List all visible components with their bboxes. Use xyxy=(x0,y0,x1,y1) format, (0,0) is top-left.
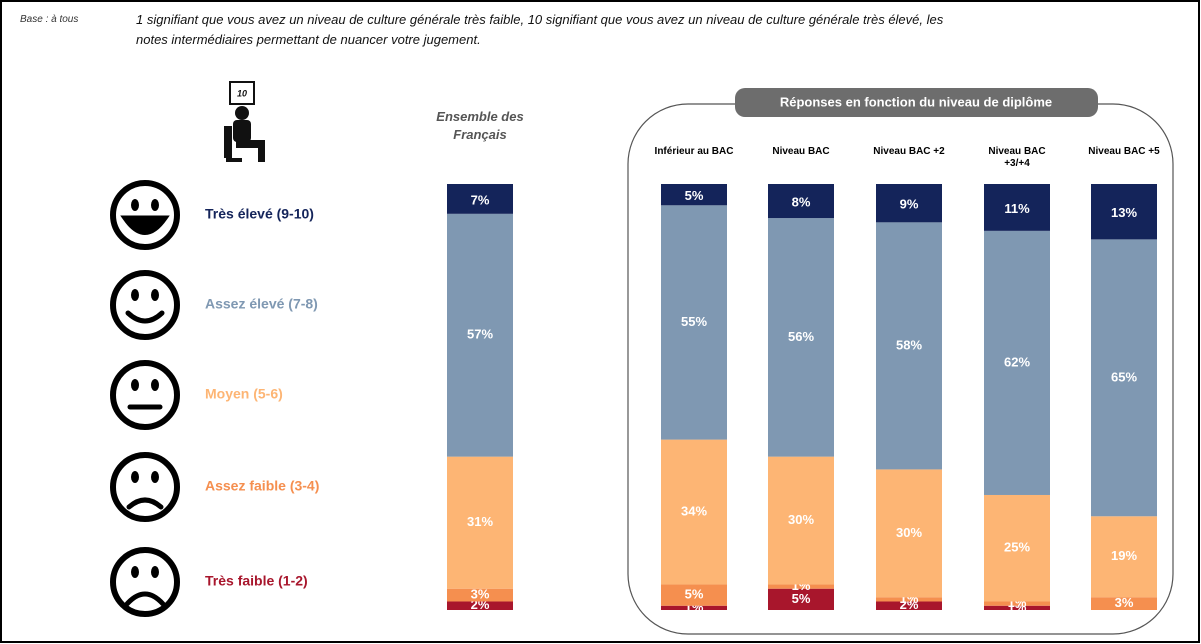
person-icon: 10 xyxy=(224,81,265,162)
smiley-eye xyxy=(151,199,159,211)
bar-segment xyxy=(661,205,727,440)
smiley-eye xyxy=(151,566,159,578)
value-label: 13% xyxy=(1111,205,1137,220)
value-label: 58% xyxy=(896,337,922,352)
bar-segment xyxy=(768,218,834,457)
bar-segment xyxy=(1091,516,1157,598)
legend-smiley xyxy=(110,452,180,522)
smiley-eye xyxy=(131,199,139,211)
smiley-mouth xyxy=(126,497,164,510)
bar-segment xyxy=(1091,239,1157,517)
x-tick-label: Niveau BAC +2 xyxy=(873,146,945,157)
question: 1 signifiant que vous avez un niveau de … xyxy=(136,12,944,47)
legend-label: Très faible (1-2) xyxy=(205,573,308,589)
bar-segment xyxy=(768,456,834,585)
smiley-mouth xyxy=(125,310,165,324)
x-tick-label: Niveau BAC +3/+4 xyxy=(988,146,1046,169)
bar-segment xyxy=(768,588,834,610)
bar-segment xyxy=(768,584,834,589)
bar-segment xyxy=(1091,597,1157,610)
smiley-face xyxy=(110,547,180,617)
value-label: 3% xyxy=(1115,595,1134,610)
bar-segment xyxy=(447,213,513,457)
bar-segment xyxy=(661,605,727,610)
bar-segment xyxy=(876,469,942,598)
smiley-face xyxy=(110,180,180,250)
x-tick-label: Niveau BAC xyxy=(772,146,830,157)
value-label: 5% xyxy=(792,591,811,606)
bar-segment xyxy=(876,184,942,223)
x-tick-label: Inférieur au BAC xyxy=(654,146,734,157)
value-label: 55% xyxy=(681,314,707,329)
bar-segment xyxy=(984,230,1050,495)
legend-label: Assez élevé (7-8) xyxy=(205,296,318,312)
bar-segment xyxy=(1091,184,1157,240)
bar-segment xyxy=(447,184,513,214)
smiley-eye xyxy=(131,289,139,301)
value-label: 7% xyxy=(471,192,490,207)
legend-smiley xyxy=(110,180,180,250)
value-label: 3% xyxy=(471,587,490,602)
value-label: 5% xyxy=(685,587,704,602)
legend-label: Moyen (5-6) xyxy=(205,386,283,402)
legend-smiley xyxy=(110,360,180,430)
smiley-face xyxy=(110,360,180,430)
legend-smiley xyxy=(110,270,180,340)
base-note: Base : à tous xyxy=(20,14,79,25)
smiley-mouth xyxy=(124,591,166,607)
bar-segment xyxy=(661,184,727,206)
smiley-eye xyxy=(131,566,139,578)
x-tick-label: Niveau BAC +5 xyxy=(1088,146,1160,157)
smiley-eye xyxy=(151,471,159,483)
bar-segment xyxy=(876,601,942,610)
icon-label: 10 xyxy=(237,88,247,98)
bar-segment xyxy=(447,601,513,610)
bar-segment xyxy=(768,184,834,219)
x-tick-label: Ensemble des Français xyxy=(436,109,524,142)
smiley-face xyxy=(110,270,180,340)
smiley-mouth xyxy=(120,215,170,235)
bar-segment xyxy=(661,584,727,606)
value-label: 34% xyxy=(681,503,707,518)
bar-segment xyxy=(984,494,1050,602)
smiley-eye xyxy=(131,379,139,391)
smiley-eye xyxy=(131,471,139,483)
bar-segment xyxy=(984,605,1050,610)
value-label: 8% xyxy=(792,194,811,209)
value-label: 56% xyxy=(788,329,814,344)
bar-segment xyxy=(984,184,1050,231)
smiley-face xyxy=(110,452,180,522)
bar-segment xyxy=(661,439,727,585)
value-label: 31% xyxy=(467,514,493,529)
bar-segment xyxy=(876,222,942,470)
value-label: 30% xyxy=(788,512,814,527)
legend-label: Très élevé (9-10) xyxy=(205,206,314,222)
value-label: 62% xyxy=(1004,354,1030,369)
bar-segment xyxy=(876,597,942,602)
value-label: 19% xyxy=(1111,548,1137,563)
group-title: Réponses en fonction du niveau de diplôm… xyxy=(780,94,1052,109)
legend-smiley xyxy=(110,547,180,617)
smiley-eye xyxy=(151,379,159,391)
value-label: 57% xyxy=(467,327,493,342)
value-label: 30% xyxy=(896,525,922,540)
group-title-pill xyxy=(735,88,1098,117)
value-label: 11% xyxy=(1004,201,1030,216)
bar-segment xyxy=(447,588,513,602)
value-label: 5% xyxy=(685,188,704,203)
bar-segment xyxy=(447,456,513,589)
bar-segment xyxy=(984,601,1050,606)
smiley-eye xyxy=(151,289,159,301)
legend-label: Assez faible (3-4) xyxy=(205,478,319,494)
value-label: 65% xyxy=(1111,369,1137,384)
value-label: 9% xyxy=(900,197,919,212)
value-label: 25% xyxy=(1004,540,1030,555)
